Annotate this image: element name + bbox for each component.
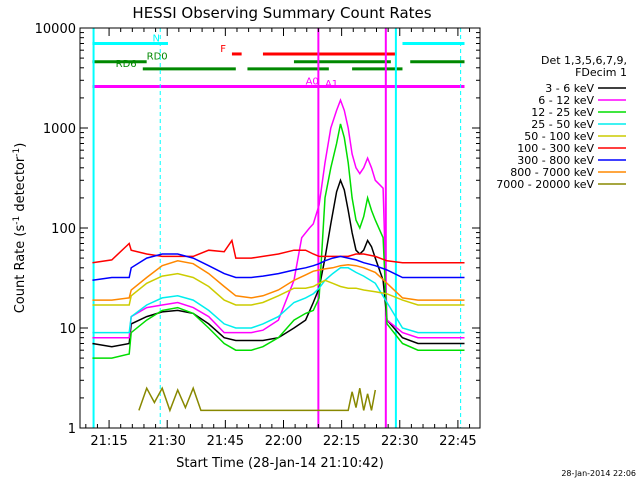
series-line [92,178,465,348]
legend-header-line-1: Det 1,3,5,6,7,9, [541,54,627,67]
y-tick-label: 100 [51,222,76,237]
y-tick-label: 10 [59,322,76,337]
x-axis-label: Start Time (28-Jan-14 21:10:42) [176,456,384,471]
x-tick-label: 22:45 [439,434,476,449]
legend-label: 300 - 800 keV [517,154,594,167]
series-line [92,238,465,264]
x-tick-label: 22:30 [381,434,418,449]
series-line [92,123,465,359]
series-line [138,386,377,413]
y-tick-label: 10000 [35,22,76,37]
legend-label: 3 - 6 keV [545,82,594,95]
series-line [92,267,465,334]
state-bar-label: N [152,33,159,44]
legend-label: 7000 - 20000 keV [496,178,594,191]
series-lines [92,97,465,413]
chart-title: HESSI Observing Summary Count Rates [132,4,431,22]
legend-label: 100 - 300 keV [517,142,594,155]
state-bars: N F RD0 RD6 A0 A1 [92,33,465,90]
x-tick-label: 21:30 [148,434,185,449]
x-axis: 21:15 21:30 21:45 22:00 22:15 22:30 22:45 [85,28,477,449]
x-tick-label: 22:15 [323,434,360,449]
state-bar-label: A0 [306,77,319,88]
series-line [92,253,465,282]
x-tick-label: 21:15 [90,434,127,449]
y-axis-label: Count Rate (s-1 detector-1) [12,143,28,314]
x-tick-label: 21:45 [207,434,244,449]
legend-label: 50 - 100 keV [524,130,594,143]
state-bar-label: RD0 [147,52,168,63]
legend-label: 12 - 25 keV [531,106,594,119]
y-axis: 1 10 100 1000 10000 [35,22,480,437]
legend-label: 800 - 7000 keV [510,166,594,179]
series-line [92,260,465,301]
state-bar-label: A1 [325,79,338,90]
timestamp: 28-Jan-2014 22:06 [561,469,636,478]
x-tick-label: 22:00 [265,434,302,449]
state-bar-label: F [220,44,226,55]
state-bar-label: RD6 [116,59,137,70]
legend-label: 25 - 50 keV [531,118,594,131]
legend-label: 6 - 12 keV [538,94,594,107]
reference-lines [92,28,462,428]
series-line [92,272,465,306]
y-tick-label: 1 [68,422,76,437]
legend-header-line-2: FDecim 1 [575,66,627,79]
y-tick-label: 1000 [43,122,76,137]
series-line [92,97,465,339]
